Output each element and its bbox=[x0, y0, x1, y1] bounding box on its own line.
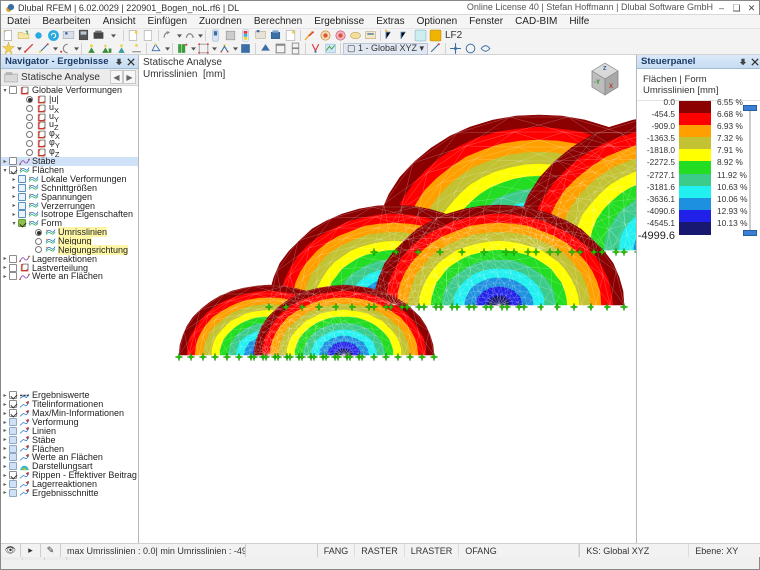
svg-text:-Y: -Y bbox=[594, 80, 600, 86]
svg-text:X: X bbox=[609, 84, 613, 90]
